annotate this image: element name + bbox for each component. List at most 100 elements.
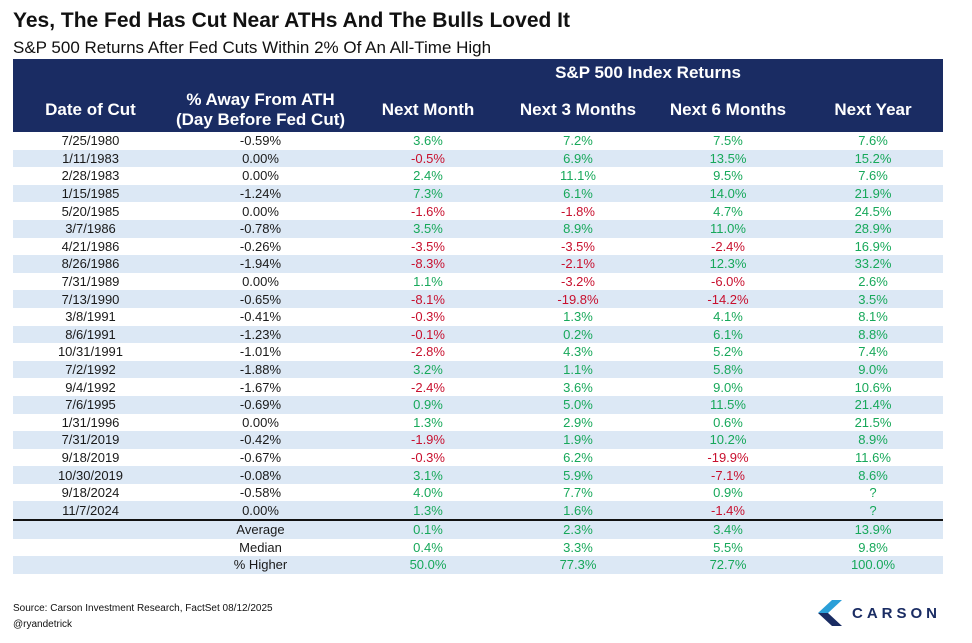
cell-pct-away-from-ath: -0.41% — [168, 307, 353, 326]
cell-next-year: 7.4% — [803, 343, 944, 361]
table-row: 10/30/2019 -0.08% 3.1% 5.9% -7.1% 8.6% — [13, 466, 944, 484]
cell-next-month: -1.6% — [353, 202, 503, 220]
group-header-row: S&P 500 Index Returns — [13, 59, 944, 87]
returns-table-container: S&P 500 Index Returns Date of Cut % Away … — [13, 59, 944, 574]
cell-pct-away-from-ath: -1.01% — [168, 343, 353, 361]
summary-next-6-months: 72.7% — [653, 556, 803, 574]
cell-next-month: -2.4% — [353, 378, 503, 396]
cell-next-year: 21.9% — [803, 184, 944, 203]
chart-title: Yes, The Fed Has Cut Near ATHs And The B… — [13, 9, 570, 32]
chart-subtitle: S&P 500 Returns After Fed Cuts Within 2%… — [13, 38, 492, 57]
summary-next-year: 9.8% — [803, 538, 944, 557]
summary-row: % Higher 50.0% 77.3% 72.7% 100.0% — [13, 556, 944, 574]
cell-next-3-months: -19.8% — [503, 290, 653, 308]
cell-next-3-months: 6.1% — [503, 184, 653, 203]
cell-pct-away-from-ath: -0.26% — [168, 237, 353, 256]
table-row: 7/31/2019 -0.42% -1.9% 1.9% 10.2% 8.9% — [13, 431, 944, 449]
table-row: 10/31/1991 -1.01% -2.8% 4.3% 5.2% 7.4% — [13, 343, 944, 361]
cell-next-year: 15.2% — [803, 149, 944, 168]
cell-next-month: -8.1% — [353, 290, 503, 308]
cell-next-month: 2.4% — [353, 167, 503, 185]
cell-next-year: 10.6% — [803, 378, 944, 396]
summary-next-year: 13.9% — [803, 519, 944, 539]
cell-next-month: 0.9% — [353, 395, 503, 414]
carson-logo: CARSON — [818, 598, 948, 628]
table-row: 4/21/1986 -0.26% -3.5% -3.5% -2.4% 16.9% — [13, 237, 944, 256]
cell-next-year: 21.5% — [803, 413, 944, 432]
cell-date-of-cut: 9/18/2024 — [13, 483, 168, 502]
cell-next-month: -0.1% — [353, 325, 503, 344]
cell-next-3-months: 11.1% — [503, 167, 653, 185]
cell-next-6-months: 4.1% — [653, 307, 803, 326]
cell-pct-away-from-ath: -0.78% — [168, 219, 353, 238]
cell-date-of-cut: 7/13/1990 — [13, 290, 168, 308]
cell-pct-away-from-ath: -1.88% — [168, 360, 353, 379]
cell-next-year: 21.4% — [803, 395, 944, 414]
cell-next-year: ? — [803, 483, 944, 502]
cell-next-month: -8.3% — [353, 255, 503, 273]
cell-pct-away-from-ath: 0.00% — [168, 501, 353, 521]
cell-next-6-months: -19.9% — [653, 448, 803, 467]
cell-next-6-months: 11.5% — [653, 395, 803, 414]
summary-label: % Higher — [168, 556, 353, 574]
summary-next-6-months: 3.4% — [653, 519, 803, 539]
cell-next-6-months: -1.4% — [653, 501, 803, 521]
cell-date-of-cut: 7/2/1992 — [13, 360, 168, 379]
cell-next-month: 3.1% — [353, 466, 503, 484]
cell-next-month: -0.3% — [353, 448, 503, 467]
cell-next-month: 1.3% — [353, 413, 503, 432]
table-row: 9/18/2024 -0.58% 4.0% 7.7% 0.9%? — [13, 483, 944, 502]
cell-next-6-months: 0.6% — [653, 413, 803, 432]
cell-date-of-cut: 7/31/1989 — [13, 272, 168, 291]
cell-next-month: -1.9% — [353, 431, 503, 449]
cell-next-6-months: 6.1% — [653, 325, 803, 344]
cell-next-month: 3.5% — [353, 219, 503, 238]
cell-pct-away-from-ath: 0.00% — [168, 149, 353, 168]
column-header-line: Next 6 Months — [669, 99, 787, 119]
cell-next-6-months: 5.2% — [653, 343, 803, 361]
cell-next-3-months: -2.1% — [503, 255, 653, 273]
cell-next-6-months: -14.2% — [653, 290, 803, 308]
table-row: 1/15/1985 -1.24% 7.3% 6.1% 14.0% 21.9% — [13, 184, 944, 203]
cell-pct-away-from-ath: 0.00% — [168, 272, 353, 291]
cell-next-3-months: 0.2% — [503, 325, 653, 344]
cell-next-year: 8.1% — [803, 307, 944, 326]
summary-next-3-months: 3.3% — [503, 538, 653, 557]
cell-next-year: 24.5% — [803, 202, 944, 220]
cell-next-3-months: -3.5% — [503, 237, 653, 256]
cell-pct-away-from-ath: 0.00% — [168, 413, 353, 432]
cell-next-year: 2.6% — [803, 272, 944, 291]
cell-pct-away-from-ath: -0.59% — [168, 132, 353, 150]
cell-date-of-cut: 1/15/1985 — [13, 184, 168, 203]
summary-label: Average — [168, 519, 353, 539]
cell-next-month: 4.0% — [353, 483, 503, 502]
cell-next-year: 11.6% — [803, 448, 944, 467]
column-header-next-6-months: Next 6 Months — [653, 87, 803, 132]
cell-next-year: 8.9% — [803, 431, 944, 449]
cell-next-month: -3.5% — [353, 237, 503, 256]
summary-next-6-months: 5.5% — [653, 538, 803, 557]
cell-next-6-months: 7.5% — [653, 132, 803, 150]
summary-next-month: 50.0% — [353, 556, 503, 574]
summary-row: Median 0.4% 3.3% 5.5% 9.8% — [13, 538, 944, 557]
cell-next-year: 8.6% — [803, 466, 944, 484]
cell-next-3-months: 7.7% — [503, 483, 653, 502]
cell-next-6-months: 0.9% — [653, 483, 803, 502]
cell-next-3-months: 6.9% — [503, 149, 653, 168]
cell-date-of-cut: 3/8/1991 — [13, 307, 168, 326]
cell-next-month: 3.2% — [353, 360, 503, 379]
table-body: 7/25/1980 -0.59% 3.6% 7.2% 7.5% 7.6% 1/11/1983… — [13, 132, 944, 521]
carson-chevron-icon — [818, 600, 842, 626]
table-row: 7/2/1992 -1.88% 3.2% 1.1% 5.8% 9.0% — [13, 360, 944, 379]
column-header-row: Date of Cut % Away From ATH (Day Before Fe… — [13, 87, 944, 132]
cell-next-6-months: 4.7% — [653, 202, 803, 220]
cell-next-year: 7.6% — [803, 132, 944, 150]
cell-pct-away-from-ath: -1.23% — [168, 325, 353, 344]
source-note: Source: Carson Investment Research, Fact… — [13, 603, 273, 614]
summary-next-month: 0.1% — [353, 519, 503, 539]
cell-date-of-cut: 5/20/1985 — [13, 202, 168, 220]
cell-next-month: 3.6% — [353, 132, 503, 150]
cell-pct-away-from-ath: -0.08% — [168, 466, 353, 484]
summary-spacer — [13, 538, 168, 557]
cell-date-of-cut: 2/28/1983 — [13, 167, 168, 185]
